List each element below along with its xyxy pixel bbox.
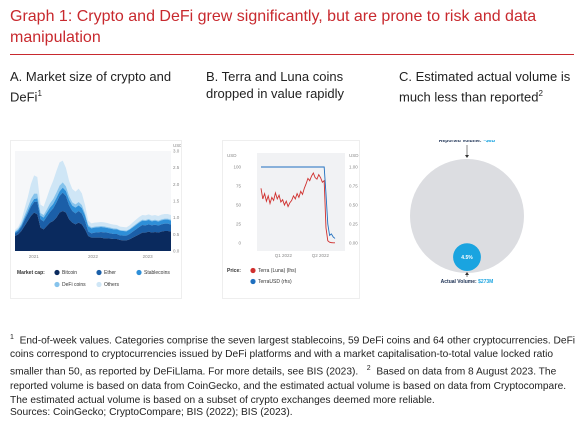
y-tick-label: 2.5	[173, 165, 180, 170]
x-tick-label: 2022	[88, 254, 99, 259]
legend-swatch	[96, 281, 102, 288]
legend-title: Price:	[227, 268, 241, 274]
panel-a-title: A. Market size of crypto and DeFi1	[10, 68, 190, 105]
y-right-axis-label: USD	[349, 153, 359, 158]
footnote-1-text: End-of-week values. Categories comprise …	[10, 335, 576, 378]
y-right-tick: 0.75	[349, 184, 358, 189]
y-left-tick: 75	[236, 184, 242, 189]
panel-b-title: B. Terra and Luna coins dropped in value…	[206, 69, 345, 101]
legend-label: TerraUSD (rhs)	[258, 279, 292, 285]
reported-arrow-head	[465, 155, 469, 158]
panel-c-title-text: C. Estimated actual volume is much less …	[399, 69, 571, 105]
legend-box	[11, 263, 181, 297]
x-tick-label: 2021	[29, 254, 40, 259]
y-right-tick: 0.00	[349, 241, 358, 246]
y-tick-label: 1.0	[173, 215, 180, 220]
y-tick-label: 0.0	[173, 249, 180, 254]
panel-a-footnote-ref: 1	[37, 89, 42, 98]
legend-label: Ether	[104, 270, 116, 276]
actual-volume-label: Actual Volume: $273M	[441, 279, 494, 285]
sources: Sources: CoinGecko; CryptoCompare; BIS (…	[10, 407, 293, 418]
actual-volume-value: $273M	[478, 279, 493, 285]
legend-swatch	[54, 281, 60, 288]
panel-a-title-text: A. Market size of crypto and DeFi	[10, 69, 172, 105]
legend-swatch	[136, 269, 142, 276]
footnote-2-text: Based on data from 8 August 2023. The re…	[10, 366, 567, 406]
footnote-1-marker: 1	[10, 334, 14, 341]
terra-luna-chart: USD USD 100 75 50 25 0 1.00 0.75 0.50 0.25 0.00 Q1 2…	[222, 140, 360, 299]
y-tick-label: 1.5	[173, 199, 180, 204]
volume-pie-svg: 4.5% Reported Volume: ~$6B Actual Volume: …	[410, 138, 524, 285]
legend-label: Bitcoin	[62, 270, 77, 276]
title-divider	[10, 54, 574, 55]
market-size-svg: USD trn3.0 2.5 2.0 1.5 1.0 0.5 0.0 2021 2022 2023…	[11, 143, 190, 297]
legend-swatch	[54, 269, 60, 276]
legend-swatch	[96, 269, 102, 276]
reported-volume-circle	[410, 159, 524, 273]
legend-swatch	[250, 267, 256, 274]
volume-pie-chart: 4.5% Reported Volume: ~$6B Actual Volume: …	[407, 138, 537, 297]
legend-label: Terra (Luna) (lhs)	[258, 268, 297, 274]
y-left-tick: 25	[236, 222, 242, 227]
terra-luna-svg: USD USD 100 75 50 25 0 1.00 0.75 0.50 0.25 0.00 Q1 2…	[227, 153, 359, 285]
y-right-tick: 0.50	[349, 203, 358, 208]
x-tick-label: Q2 2022	[312, 253, 330, 258]
actual-volume-label-text: Actual Volume:	[441, 279, 478, 285]
x-tick-label: 2023	[143, 254, 154, 259]
legend-title: Market cap:	[17, 270, 45, 276]
legend-label: Others	[104, 282, 120, 288]
area-others	[15, 160, 171, 232]
y-left-tick: 100	[233, 165, 241, 170]
actual-arrow-head	[465, 272, 469, 275]
reported-volume-label: Reported Volume: ~$6B	[439, 140, 496, 144]
actual-volume-circle	[453, 243, 481, 271]
x-tick-label: Q1 2022	[275, 253, 293, 258]
y-left-axis-label: USD	[227, 153, 237, 158]
y-right-tick: 1.00	[349, 165, 358, 170]
market-size-chart: USD trn3.0 2.5 2.0 1.5 1.0 0.5 0.0 2021 2022 2023…	[10, 140, 190, 299]
y-tick-label: 3.0	[173, 149, 180, 154]
reported-volume-value: ~$6B	[483, 140, 495, 144]
y-left-tick: 50	[236, 203, 242, 208]
page-title: Graph 1: Crypto and DeFi grew significan…	[10, 8, 537, 46]
area-bitcoin	[15, 211, 171, 251]
y-left-tick: 0	[238, 241, 241, 246]
y-tick-label: 2.0	[173, 182, 180, 187]
footnote-2-marker: 2	[366, 365, 371, 373]
reported-volume-label-text: Reported Volume:	[439, 140, 483, 144]
legend-label: DeFi coins	[62, 282, 86, 288]
y-right-tick: 0.25	[349, 222, 358, 227]
y-axis-label: USD trn	[173, 143, 181, 148]
actual-share-label: 4.5%	[461, 255, 473, 261]
y-tick-label: 0.5	[173, 232, 180, 237]
legend-label: Stablecoins	[144, 270, 170, 276]
panel-c-title: C. Estimated actual volume is much less …	[399, 68, 579, 105]
footnote: 1 End-of-week values. Categories compris…	[10, 331, 576, 408]
panel-c-footnote-ref: 2	[538, 89, 543, 98]
series-line	[260, 172, 336, 244]
legend-swatch	[250, 278, 256, 285]
series-line	[261, 166, 336, 239]
